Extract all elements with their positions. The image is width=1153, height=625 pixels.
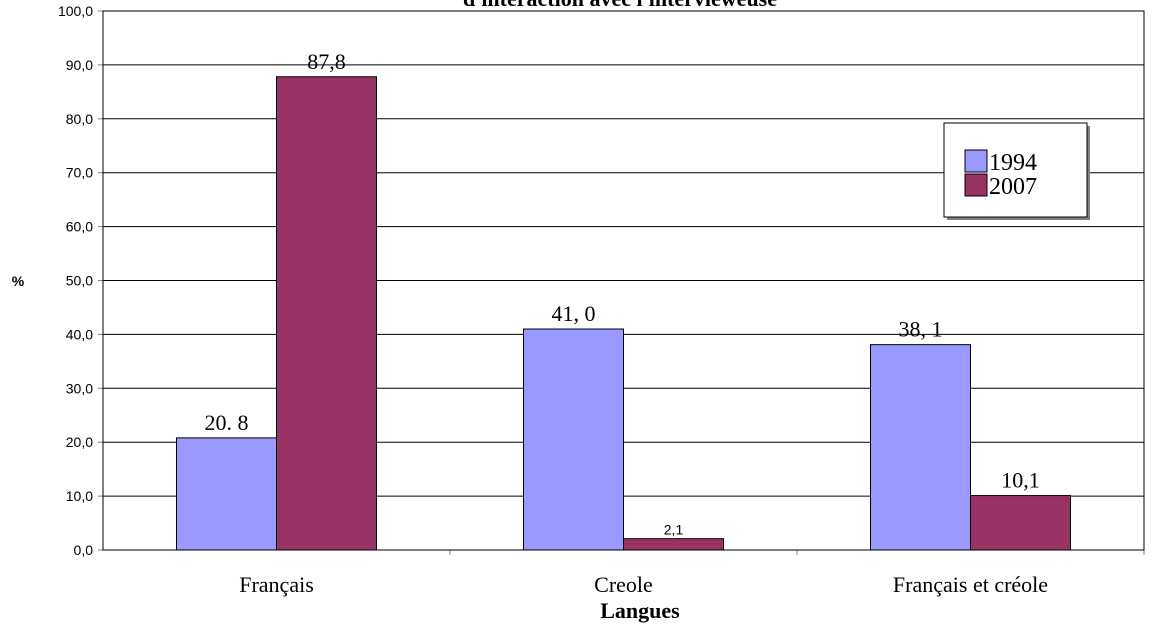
data-label: 10,1 — [1001, 468, 1040, 493]
data-label: 41, 0 — [552, 301, 596, 326]
x-category-label: Creole — [594, 572, 653, 597]
y-tick-label: 30,0 — [66, 380, 93, 396]
bar-2007 — [623, 538, 724, 551]
data-label: 87,8 — [307, 49, 346, 74]
y-axis-title: % — [12, 273, 25, 289]
data-label: 38, 1 — [899, 317, 943, 342]
y-tick-label: 20,0 — [66, 434, 93, 450]
data-label: 20. 8 — [205, 410, 249, 435]
y-tick-label: 40,0 — [66, 326, 93, 342]
x-axis-title: Langues — [600, 598, 680, 623]
chart-title: d'interaction avec l'intervieweuse — [463, 0, 777, 11]
bars — [176, 76, 1071, 551]
legend-swatch-1994 — [964, 149, 988, 173]
plot-area-frame — [102, 10, 1145, 551]
y-tick-label: 100,0 — [58, 3, 93, 19]
bar-1994 — [870, 344, 971, 551]
bar-2007 — [970, 495, 1071, 551]
y-tick-label: 80,0 — [66, 111, 93, 127]
legend-swatch-2007 — [964, 173, 988, 197]
data-labels: 20. 8 87,8 41, 0 2,1 38, 1 10,1 — [205, 49, 1040, 538]
x-category-label: Français — [239, 572, 314, 597]
bar-1994 — [176, 437, 277, 551]
y-tick-label: 90,0 — [66, 57, 93, 73]
y-tick-label: 60,0 — [66, 219, 93, 235]
bar-1994 — [523, 328, 624, 551]
data-label: 2,1 — [664, 522, 684, 538]
legend-label: 2007 — [989, 174, 1037, 200]
y-axis-ticks: 0,0 10,0 20,0 30,0 40,0 50,0 60,0 70,0 80,0 90,0 1… — [58, 3, 103, 558]
x-axis-category-labels: Français Creole Français et créole — [239, 550, 1145, 597]
bar-2007 — [276, 76, 377, 551]
y-tick-label: 10,0 — [66, 488, 93, 504]
y-tick-label: 70,0 — [66, 165, 93, 181]
x-category-label: Français et créole — [893, 572, 1048, 597]
legend-label: 1994 — [989, 150, 1037, 176]
y-tick-label: 50,0 — [66, 273, 93, 289]
y-tick-label: 0,0 — [74, 542, 94, 558]
